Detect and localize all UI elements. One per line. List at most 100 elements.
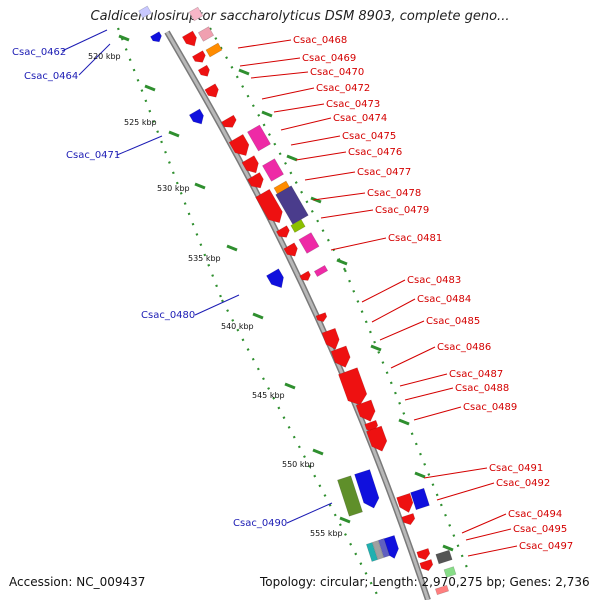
leader-forward-12 (361, 279, 406, 303)
feature-csac-0488 (355, 399, 376, 422)
gene-label-csac-0472: Csac_0472 (316, 83, 370, 94)
leader-forward-1 (239, 57, 301, 67)
feature-csac-0487 (338, 367, 368, 406)
feature-csac-0468 (181, 30, 197, 47)
inner-track-tick-5 (252, 312, 264, 320)
gene-label-csac-0470: Csac_0470 (310, 67, 364, 78)
outer-track-tick-1 (261, 110, 273, 118)
feature-stripe-2-shape (365, 542, 379, 562)
feature-csac-0497-shape (419, 559, 434, 572)
accession-text: Accession: NC_009437 (9, 575, 146, 589)
feature-csac-0495 (435, 549, 453, 565)
feature-csac-0479b (275, 225, 290, 238)
inner-dotted-track-upper (116, 27, 224, 301)
feature-faint-2-shape (197, 26, 215, 42)
feature-csac-0478-shape (275, 185, 309, 225)
gene-label-csac-0475: Csac_0475 (342, 131, 396, 142)
gene-label-csac-0480: Csac_0480 (141, 310, 195, 321)
feature-csac-0479b-shape (275, 225, 290, 238)
feature-csac-0490a-shape (337, 475, 363, 517)
backbone-line (165, 31, 430, 600)
outer-track-tick-5 (370, 344, 382, 352)
leader-reverse-1 (78, 43, 111, 76)
feature-stripe-3 (377, 538, 391, 558)
inner-track-tick-2 (168, 130, 180, 138)
gene-label-csac-0476: Csac_0476 (348, 147, 402, 158)
feature-faint-3 (138, 5, 152, 19)
feature-csac-0476b (262, 158, 284, 182)
feature-faint-1-shape (188, 6, 204, 22)
outer-track-tick-4 (336, 258, 348, 266)
feature-csac-0490-shape (354, 469, 380, 509)
leader-reverse-0 (61, 29, 108, 52)
feature-csac-0476-shape (241, 155, 259, 174)
leader-forward-16 (399, 373, 448, 387)
feature-faint-2 (197, 26, 215, 42)
feature-csac-0490 (354, 469, 380, 509)
feature-csac-0476b-shape (262, 158, 284, 182)
gene-label-csac-0490: Csac_0490 (233, 518, 287, 529)
leader-forward-9 (312, 192, 366, 201)
feature-csac-0478b-shape (255, 188, 283, 224)
feature-csac-0470-shape (191, 50, 206, 63)
gene-features (138, 5, 457, 596)
outer-track-tick-2 (286, 154, 298, 162)
kbp-tick-label-1: 520 kbp (88, 52, 121, 61)
feature-csac-0494-shape (416, 548, 431, 561)
gene-label-csac-0483: Csac_0483 (407, 275, 461, 286)
feature-csac-0472-shape (204, 83, 219, 98)
feature-stripe-2 (365, 542, 379, 562)
feature-csac-0478b (255, 188, 283, 224)
gene-labels: Csac_0468 Csac_0469 Csac_0470 Csac_0472 Csac… (12, 35, 573, 552)
feature-faint-1 (188, 6, 204, 22)
leader-forward-8 (304, 171, 356, 181)
leader-forward-5 (280, 117, 332, 131)
gene-label-csac-0478: Csac_0478 (367, 188, 421, 199)
kbp-tick-label-3: 530 kbp (157, 184, 190, 193)
gene-label-csac-0469: Csac_0469 (302, 53, 356, 64)
gene-label-csac-0468: Csac_0468 (293, 35, 347, 46)
outer-track-tick-6 (398, 418, 410, 426)
feature-csac-0491b (410, 487, 430, 511)
feature-csac-0468-shape (181, 30, 197, 47)
kbp-tick-label-4: 535 kbp (188, 254, 221, 263)
outer-track-tick-0 (238, 68, 250, 76)
leader-forward-21 (461, 513, 507, 534)
label-leaders (61, 29, 518, 557)
gene-label-csac-0486: Csac_0486 (437, 342, 491, 353)
kbp-tick-label-2: 525 kbp (124, 118, 157, 127)
feature-csac-0497b-shape (443, 566, 457, 578)
gene-label-csac-0471: Csac_0471 (66, 150, 120, 161)
gene-label-csac-0494: Csac_0494 (508, 509, 562, 520)
feature-csac-0483 (313, 264, 329, 278)
feature-csac-0479 (290, 219, 306, 233)
backbone-shadow (164, 30, 431, 600)
feature-csac-0494 (416, 548, 431, 561)
feature-csac-0470b (197, 64, 210, 77)
feature-bottom-1-shape (434, 584, 450, 596)
feature-csac-0475 (228, 133, 250, 157)
outer-track-tick-8 (442, 544, 454, 552)
feature-csac-0486-shape (330, 345, 351, 368)
feature-csac-0478 (275, 185, 309, 225)
feature-stripe-3-shape (377, 538, 391, 558)
genome-backbone (164, 30, 431, 600)
gene-label-csac-0491: Csac_0491 (489, 463, 543, 474)
gene-label-csac-0489: Csac_0489 (463, 402, 517, 413)
feature-csac-0495-shape (435, 549, 453, 565)
leader-forward-15 (390, 346, 436, 369)
feature-csac-0464-shape (150, 31, 162, 43)
feature-csac-0484 (315, 312, 328, 323)
feature-csac-0474-shape (247, 124, 271, 152)
gene-label-csac-0485: Csac_0485 (426, 316, 480, 327)
feature-csac-0491-shape (396, 492, 414, 513)
feature-csac-0491 (396, 492, 414, 513)
feature-csac-0469-shape (205, 42, 223, 58)
feature-bottom-1 (434, 584, 450, 596)
feature-csac-0491b-shape (410, 487, 430, 511)
kbp-tick-label-8: 555 kbp (310, 529, 343, 538)
leader-reverse-3 (194, 294, 240, 316)
feature-csac-0473-shape (221, 114, 237, 128)
feature-csac-0473 (221, 114, 237, 128)
